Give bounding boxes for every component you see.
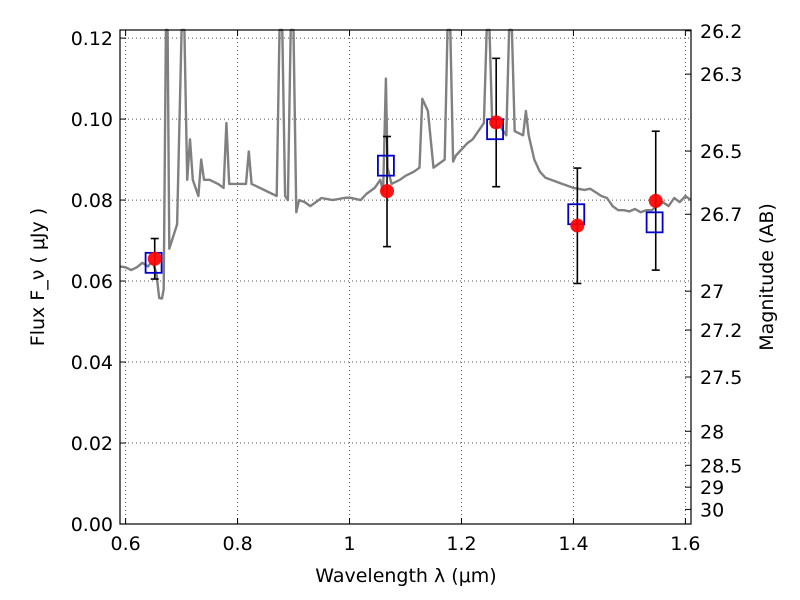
x-axis: 0.6 0.8 1 1.2 1.4 1.6	[110, 30, 701, 555]
plot-area	[120, 30, 691, 524]
magnitude-tick-label: 26.3	[700, 64, 742, 86]
observed-circle-marker	[648, 193, 663, 208]
observed-circle-marker	[147, 251, 162, 266]
observed-circle-marker	[380, 184, 395, 199]
x-tick-label: 0.8	[222, 533, 252, 555]
x-tick-label: 1.6	[670, 533, 700, 555]
x-tick-label: 0.6	[110, 533, 140, 555]
magnitude-tick-label: 26.5	[700, 141, 742, 163]
model-square-marker	[377, 154, 395, 177]
y-tick-label: 0.02	[71, 433, 113, 455]
model-square-marker	[645, 211, 664, 234]
magnitude-tick-label: 29	[700, 477, 724, 499]
y-tick-label: 0.00	[71, 514, 113, 536]
magnitude-tick-label: 27	[700, 281, 724, 303]
plot-frame	[119, 29, 692, 525]
observed-circles-series	[147, 115, 663, 266]
y-tick-label: 0.08	[71, 190, 113, 212]
observed-circle-marker	[489, 115, 504, 130]
y-tick-label: 0.10	[71, 109, 113, 131]
magnitude-tick-label: 27.2	[700, 320, 742, 342]
magnitude-tick-label: 27.5	[700, 367, 742, 389]
x-axis-label: Wavelength λ (μm)	[315, 565, 496, 587]
y-axis-label: Flux F_ν ( μJy )	[27, 208, 49, 346]
right-axis-label: Magnitude (AB)	[756, 203, 778, 351]
spectrum-series	[119, 28, 692, 300]
y-tick-label: 0.12	[71, 28, 113, 50]
x-tick-label: 1	[343, 533, 355, 555]
x-tick-label: 1.2	[446, 533, 476, 555]
spectrum-line	[119, 28, 692, 300]
magnitude-tick-label: 28	[700, 421, 724, 443]
magnitude-tick-label: 28.5	[700, 455, 742, 477]
x-tick-label: 1.4	[558, 533, 588, 555]
y-tick-label: 0.04	[71, 352, 113, 374]
y-axis: 0.00 0.02 0.04 0.06 0.08 0.10 0.12	[71, 28, 126, 536]
magnitude-tick-label: 30	[700, 499, 724, 521]
y-tick-label: 0.06	[71, 271, 113, 293]
observed-circle-marker	[570, 218, 585, 233]
magnitude-tick-label: 26.2	[700, 21, 742, 43]
magnitude-tick-label: 26.7	[700, 204, 742, 226]
